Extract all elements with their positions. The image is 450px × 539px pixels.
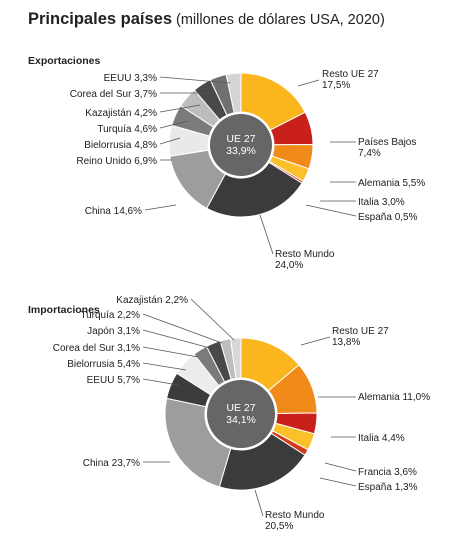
exports-label-espana: España 0,5% [358, 212, 418, 223]
imports-leader-eeuu [142, 378, 179, 386]
exports-eu-center [210, 114, 272, 176]
imports-leader-resto-mundo [254, 489, 264, 517]
imports-label-japon: Japón 3,1% [87, 326, 140, 337]
exports-label-turquia: Turquía 4,6% [97, 124, 157, 135]
title-subtitle: (millones de dólares USA, 2020) [172, 12, 385, 28]
exports-label-kazajistan: Kazajistán 4,2% [85, 108, 157, 119]
title-main: Principales países [28, 10, 172, 28]
imports-slice-china [164, 397, 232, 488]
imports-label-resto-mundo: Resto Mundo 20,5% [265, 510, 325, 532]
imports-leader-japon [142, 329, 211, 349]
exports-leader-resto-ue-27 [297, 79, 320, 87]
exports-heading: Exportaciones [28, 55, 101, 67]
exports-leader-turquia [159, 120, 189, 129]
imports-leader-kazajistan [190, 298, 235, 341]
imports-label-kazajistan: Kazajistán 2,2% [116, 295, 188, 306]
imports-eu-value: 34,1% [226, 414, 256, 426]
exports-label-bielorrusia: Bielorrusia 4,8% [84, 140, 157, 151]
exports-leader-bielorrusia [159, 137, 181, 145]
exports-label-eeuu: EEUU 3,3% [104, 73, 157, 84]
exports-label-china: China 14,6% [85, 206, 142, 217]
imports-label-francia: Francia 3,6% [358, 467, 417, 478]
imports-label-turquia: Turquía 2,2% [80, 310, 140, 321]
imports-label-resto-ue-27: Resto UE 27 13,8% [332, 326, 389, 348]
chart-title: Principales países (millones de dólares … [28, 10, 385, 29]
imports-slice-kazajistan [229, 337, 242, 379]
imports-eu-label: UE 27 [226, 402, 255, 414]
exports-leader-china [144, 204, 177, 211]
exports-leader-resto-mundo [259, 214, 274, 255]
exports-label-resto-mundo: Resto Mundo 24,0% [275, 249, 335, 271]
imports-label-alemania: Alemania 11,0% [358, 392, 430, 403]
imports-label-italia: Italia 4,4% [358, 433, 405, 444]
exports-label-alemania: Alemania 5,5% [358, 178, 425, 189]
imports-label-eeuu: EEUU 5,7% [87, 375, 140, 386]
imports-label-corea-del-sur: Corea del Sur 3,1% [53, 343, 140, 354]
imports-leader-turquia [142, 313, 223, 344]
imports-label-espana: España 1,3% [358, 482, 418, 493]
imports-leader-francia [324, 462, 357, 472]
exports-eu-label: UE 27 [226, 133, 255, 145]
imports-leader-espana [319, 477, 357, 487]
exports-label-reino-unido: Reino Unido 6,9% [76, 156, 157, 167]
exports-leader-espana [305, 204, 357, 217]
imports-leader-resto-ue-27 [300, 336, 331, 346]
exports-label-corea-del-sur: Corea del Sur 3,7% [70, 89, 157, 100]
imports-heading: Importaciones [28, 304, 100, 316]
imports-label-bielorrusia: Bielorrusia 5,4% [67, 359, 140, 370]
exports-slice-resto-mundo [206, 161, 303, 218]
exports-label-resto-ue-27: Resto UE 27 17,5% [322, 69, 379, 91]
exports-eu-value: 33,9% [226, 145, 256, 157]
exports-leader-kazajistan [159, 104, 201, 113]
imports-leader-bielorrusia [142, 362, 187, 371]
exports-label-paises-bajos: Países Bajos 7,4% [358, 137, 416, 159]
exports-leader-eeuu [159, 76, 231, 84]
imports-eu-center [207, 380, 275, 448]
imports-leader-corea-del-sur [142, 346, 199, 358]
exports-label-italia: Italia 3,0% [358, 197, 405, 208]
imports-label-china: China 23,7% [83, 458, 140, 469]
